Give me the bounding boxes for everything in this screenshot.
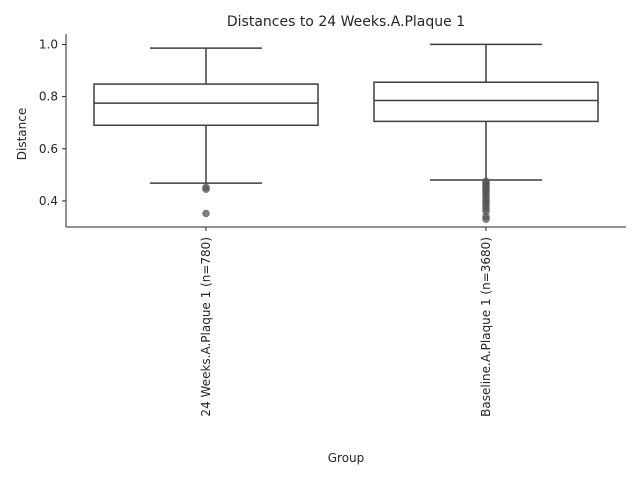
outlier-point xyxy=(202,185,210,193)
iqr-box xyxy=(373,81,599,123)
chart-title: Distances to 24 Weeks.A.Plaque 1 xyxy=(227,14,465,30)
y-tick-label: 0.8 xyxy=(39,90,58,104)
box-group-2 xyxy=(373,43,599,223)
y-tick-label: 0.6 xyxy=(39,142,58,156)
outlier-point xyxy=(482,215,490,223)
y-tick-label: 0.4 xyxy=(39,194,58,208)
x-axis-label: Group xyxy=(328,451,365,465)
outlier-point xyxy=(202,209,210,218)
y-tick-label: 1.0 xyxy=(39,37,58,51)
x-tick-label: 24 Weeks.A.Plaque 1 (n=780) xyxy=(199,237,213,417)
x-tick-label: Baseline.A.Plaque 1 (n=3680) xyxy=(479,237,493,417)
x-axis: 24 Weeks.A.Plaque 1 (n=780) Baseline.A.Pl… xyxy=(66,226,626,417)
iqr-box xyxy=(93,83,319,127)
y-axis: 0.4 0.6 0.8 1.0 xyxy=(39,34,67,227)
y-axis-label: Distance xyxy=(15,108,29,160)
plot-area xyxy=(93,43,599,223)
box-group-1 xyxy=(93,47,319,218)
